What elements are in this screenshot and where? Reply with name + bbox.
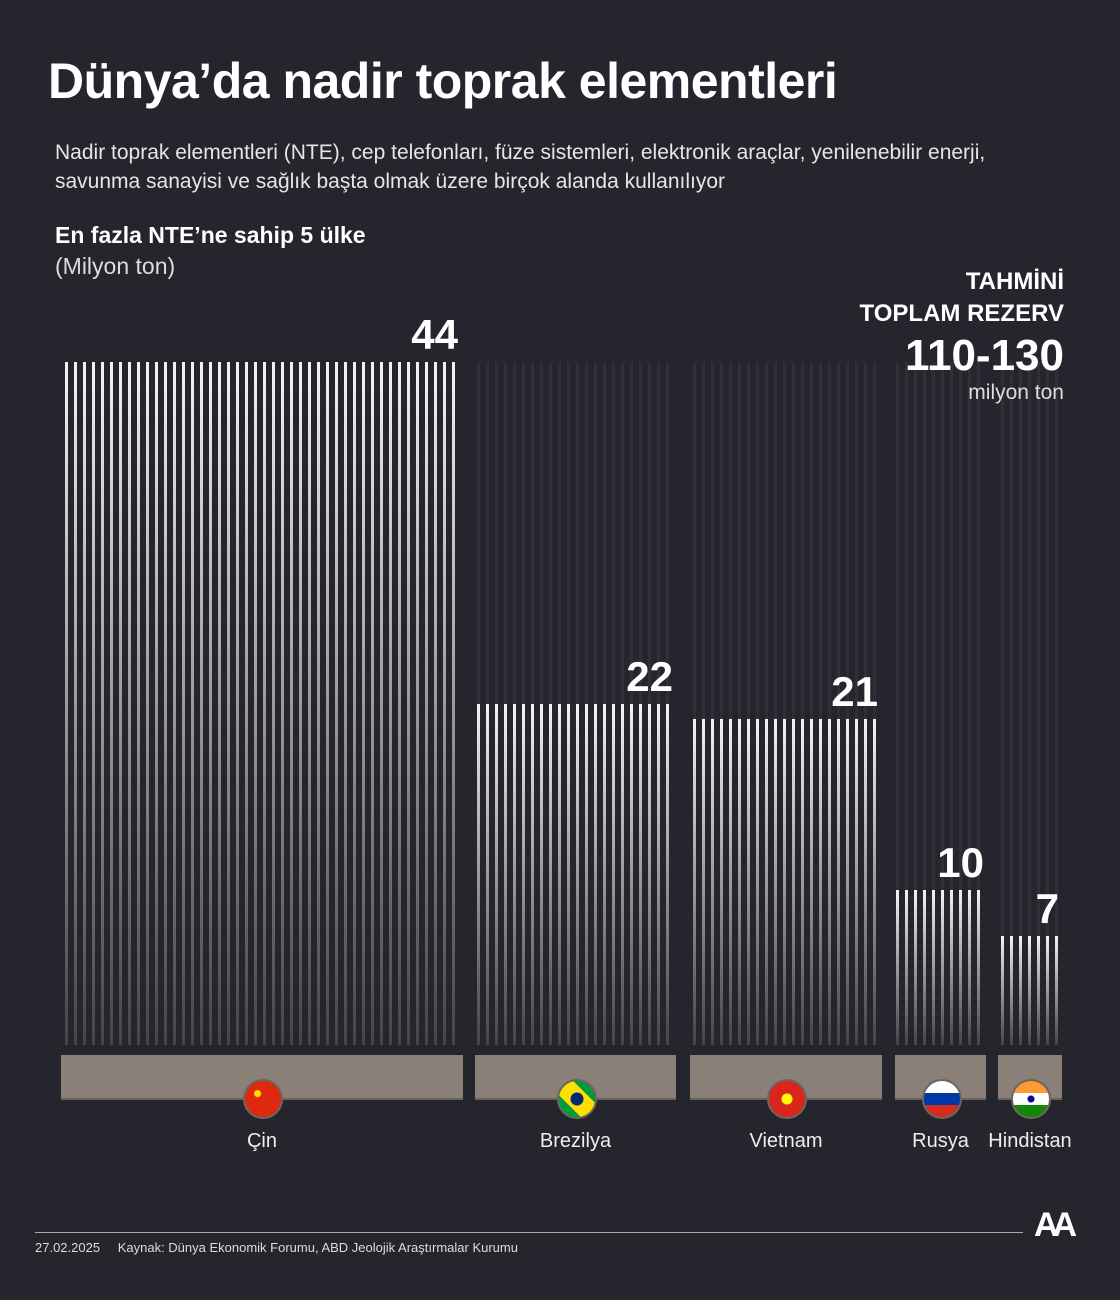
bar-brezilya (477, 703, 675, 1045)
category-label-vietnam: Vietnam (749, 1130, 823, 1152)
chart-unit: (Milyon ton) (55, 253, 176, 279)
category-label-rusya: Rusya (912, 1130, 969, 1152)
value-label-brezilya: 22 (626, 652, 673, 700)
footer-date: 27.02.2025 (35, 1240, 101, 1255)
bar-vietnam (693, 719, 880, 1045)
total-label-2: TOPLAM REZERV (859, 300, 1064, 327)
aa-logo: AA (1034, 1206, 1077, 1244)
flag-icon-brezilya (556, 1079, 597, 1119)
flag-icon-vietnam (767, 1079, 807, 1119)
page-title: Dünya’da nadir toprak elementleri (48, 53, 838, 109)
total-reserve: TAHMİNİ TOPLAM REZERV 110-130 milyon ton (860, 266, 1064, 404)
footer-source: Kaynak: Dünya Ekonomik Forumu, ABD Jeolo… (117, 1240, 518, 1255)
flag-icon-cin (243, 1079, 283, 1119)
category-label-hindistan: Hindistan (988, 1130, 1072, 1152)
category-label-brezilya: Brezilya (539, 1130, 612, 1152)
value-label-vietnam: 21 (831, 668, 878, 716)
subtitle: Nadir toprak elementleri (NTE), cep tele… (55, 141, 986, 193)
bar-hindistan (1001, 936, 1061, 1045)
footer-divider (35, 1232, 1023, 1233)
value-label-hindistan: 7 (1035, 885, 1059, 933)
bar-rusya (896, 889, 986, 1045)
bar-cin (65, 362, 460, 1045)
total-unit: milyon ton (968, 381, 1064, 404)
flag-icon-rusya (921, 1079, 962, 1119)
value-label-cin: 44 (411, 311, 458, 358)
footer: 27.02.2025 Kaynak: Dünya Ekonomik Forumu… (35, 1240, 532, 1255)
total-value: 110-130 (904, 331, 1064, 380)
chart-title: En fazla NTE’ne sahip 5 ülke (55, 222, 366, 248)
value-label-rusya: 10 (937, 838, 984, 886)
category-label-cin: Çin (246, 1130, 278, 1152)
total-label-1: TAHMİNİ (965, 268, 1064, 295)
flag-icon-hindistan (1011, 1079, 1051, 1119)
ghost-bar-hindistan (1001, 362, 1061, 1045)
